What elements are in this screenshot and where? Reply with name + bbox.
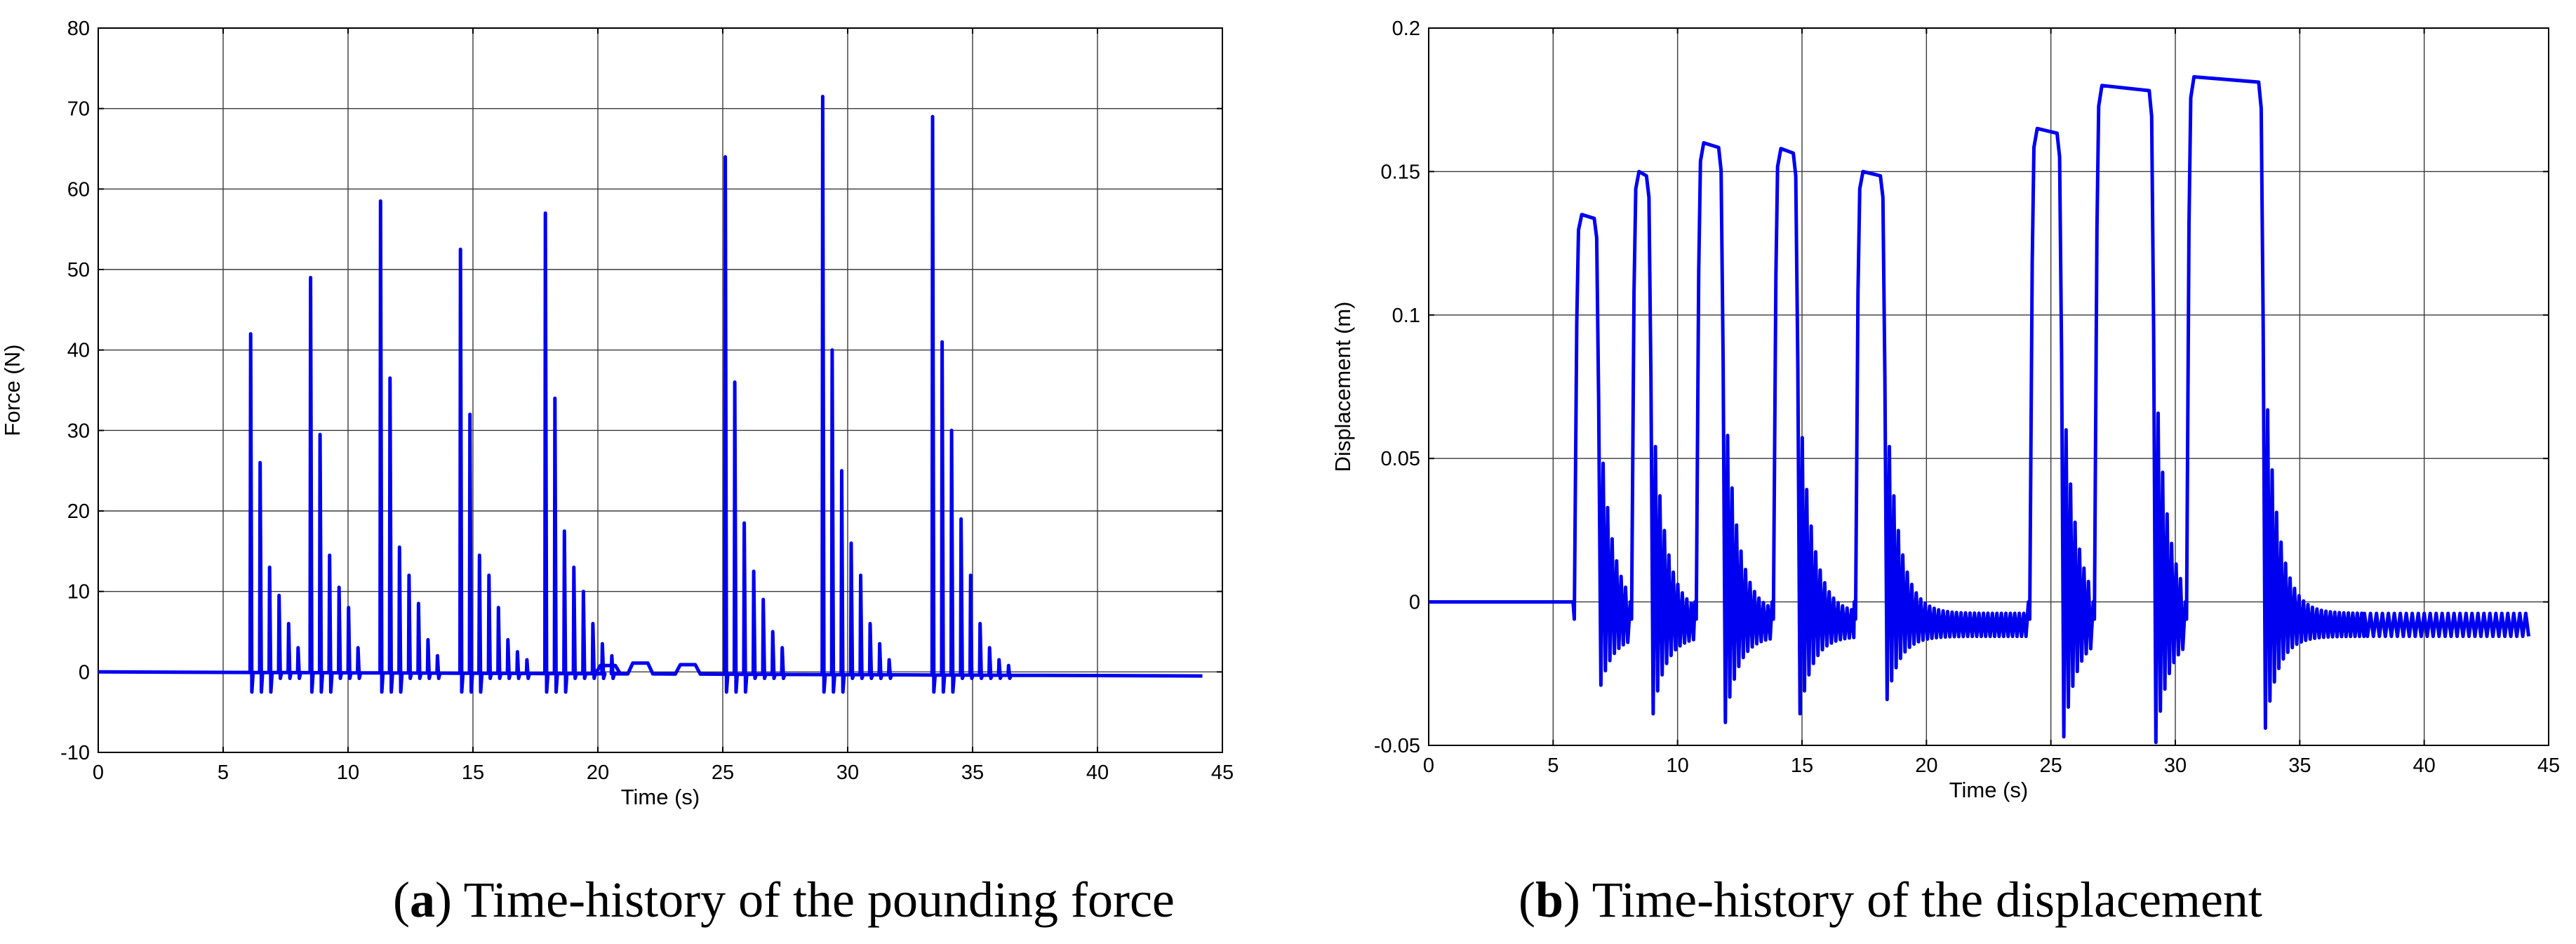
x-tick-label: 5 (1547, 754, 1559, 777)
x-tick-label: 40 (2413, 754, 2436, 777)
caption-a-letter: a (410, 872, 435, 928)
x-tick-label: 10 (1667, 754, 1689, 777)
caption-a-text: Time-history of the pounding force (464, 872, 1175, 928)
y-tick-label: 0.15 (1381, 161, 1420, 183)
x-tick-label: 20 (587, 762, 609, 784)
y-tick-label: 80 (67, 18, 90, 40)
y-tick-label: 50 (67, 259, 90, 281)
x-tick-label: 45 (2537, 754, 2560, 777)
x-axis-label: Time (s) (1949, 778, 2029, 802)
x-tick-label: 0 (93, 762, 104, 784)
y-tick-label: 0.2 (1392, 18, 1420, 40)
y-tick-label: 10 (67, 581, 90, 604)
panel-a-force-chart: 0 5 10 15 20 25 30 35 40 45-1001020304050607080Ti… (0, 18, 1234, 809)
y-tick-label: 60 (67, 178, 90, 201)
x-tick-label: 5 (218, 762, 229, 784)
y-tick-label: 0.05 (1381, 448, 1420, 470)
y-tick-label: 0 (79, 661, 90, 684)
x-tick-label: 20 (1915, 754, 1937, 777)
y-axis-label: Force (N) (0, 345, 25, 437)
y-tick-label: 0.1 (1392, 305, 1420, 327)
y-tick-label: 70 (67, 98, 90, 121)
x-tick-label: 10 (337, 762, 359, 784)
caption-b-letter: b (1535, 872, 1563, 928)
x-axis-label: Time (s) (621, 785, 700, 809)
y-tick-label: -10 (60, 742, 90, 764)
y-tick-label: 20 (67, 500, 90, 523)
x-tick-label: 40 (1086, 762, 1109, 784)
x-tick-label: 25 (2040, 754, 2062, 777)
panel-b-displacement-chart: 0 5 10 15 20 25 30 35 40 45-0.0500.050.10.150.2Ti… (1330, 18, 2560, 802)
x-tick-label: 30 (836, 762, 859, 784)
caption-b-text: Time-history of the displacement (1592, 872, 2262, 928)
x-tick-label: 30 (2164, 754, 2187, 777)
plot-area (98, 27, 1223, 753)
y-tick-label: 40 (67, 340, 90, 362)
x-tick-label: 25 (712, 762, 734, 784)
x-tick-label: 35 (961, 762, 984, 784)
y-tick-label: 0 (1409, 592, 1420, 614)
x-tick-label: 15 (462, 762, 484, 784)
displacement-series-line (1429, 75, 2531, 745)
caption-b: (b) Time-history of the displacement (1519, 872, 2262, 928)
x-tick-label: 15 (1791, 754, 1813, 777)
x-tick-label: 35 (2288, 754, 2311, 777)
x-tick-label: 45 (1211, 762, 1234, 784)
x-tick-label: 0 (1423, 754, 1434, 777)
y-tick-label: 30 (67, 420, 90, 442)
force-series-line (98, 95, 1203, 694)
y-axis-label: Displacement (m) (1330, 302, 1355, 472)
caption-a: (a) Time-history of the pounding force (393, 872, 1175, 928)
y-tick-label: -0.05 (1374, 735, 1420, 757)
plot-area (1428, 27, 2549, 746)
